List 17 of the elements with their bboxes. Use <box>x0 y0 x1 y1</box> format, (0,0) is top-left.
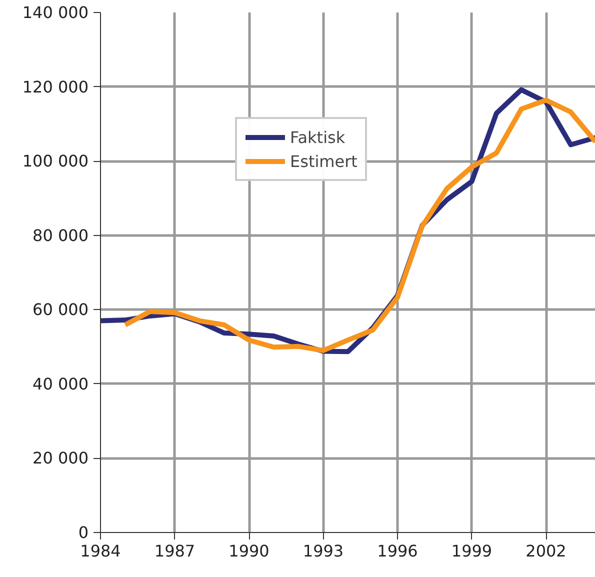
x-tick-label: 1993 <box>302 542 344 560</box>
y-tick-label: 60 000 <box>32 300 88 320</box>
x-tick-label: 1996 <box>377 542 418 560</box>
x-tick-label: 1987 <box>154 542 196 560</box>
x-tick-label: 2002 <box>526 542 566 560</box>
legend-label: Estimert <box>290 152 358 170</box>
y-tick-label: 0 <box>78 523 89 542</box>
y-tick-label: 120 000 <box>22 77 89 96</box>
x-tick-label: 1990 <box>228 542 270 560</box>
y-tick-label: 140 000 <box>22 3 89 22</box>
legend-label: Faktisk <box>290 128 346 146</box>
y-tick-label: 80 000 <box>32 226 88 245</box>
y-tick-label: 40 000 <box>32 374 88 394</box>
y-tick-label: 20 000 <box>32 448 88 468</box>
y-tick-label: 100 000 <box>22 152 89 171</box>
x-tick-label: 1984 <box>80 542 121 560</box>
x-tick-label: 1999 <box>451 542 492 560</box>
